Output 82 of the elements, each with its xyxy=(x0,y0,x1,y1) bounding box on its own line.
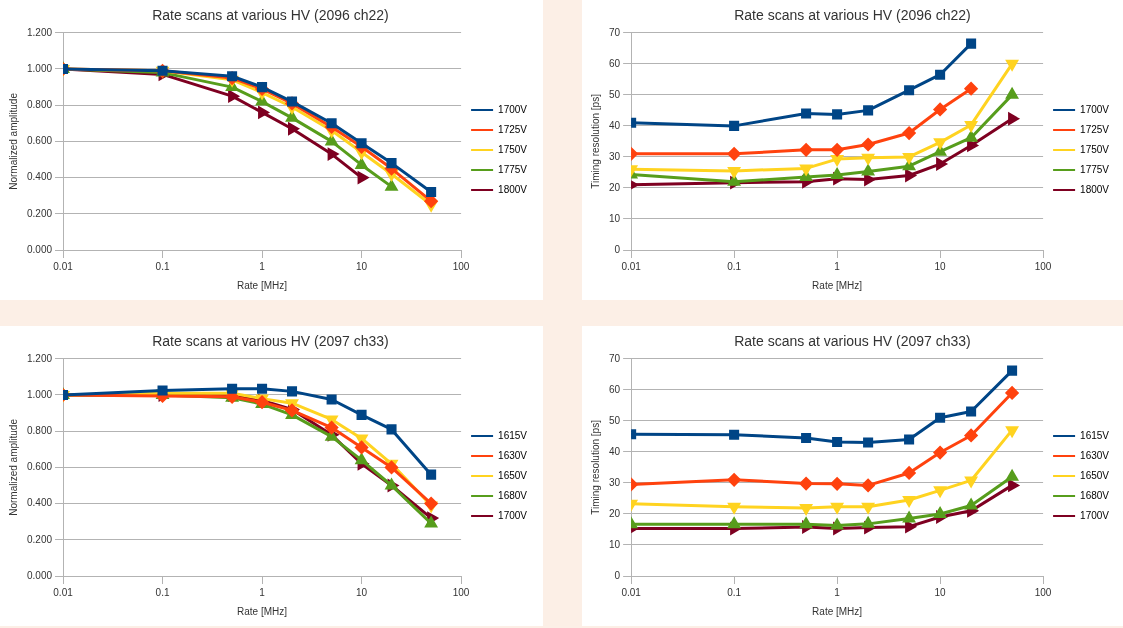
legend-label: 1775V xyxy=(1080,163,1110,175)
y-axis-title: Timing resolution [ps] xyxy=(589,419,601,515)
x-tick-label: 1 xyxy=(259,586,266,598)
legend-label: 1800V xyxy=(1080,183,1110,195)
x-tick-label: 100 xyxy=(452,586,470,598)
y-tick-label: 0 xyxy=(614,569,621,581)
chart-title: Rate scans at various HV (2097 ch33) xyxy=(152,333,389,350)
y-tick-label: 0.600 xyxy=(26,135,53,147)
legend-label: 1700V xyxy=(498,509,528,521)
x-tick-label: 1 xyxy=(834,260,841,272)
x-tick-label: 100 xyxy=(1034,586,1052,598)
legend-label: 1680V xyxy=(1080,489,1110,501)
legend-label: 1775V xyxy=(498,163,528,175)
x-tick-label: 1 xyxy=(834,586,841,598)
x-tick-label: 0.01 xyxy=(621,260,642,272)
legend-label: 1615V xyxy=(498,429,528,441)
x-tick-label: 100 xyxy=(1034,260,1052,272)
x-tick-label: 0.01 xyxy=(53,586,74,598)
y-tick-label: 70 xyxy=(609,352,621,364)
y-tick-label: 0.000 xyxy=(26,569,53,581)
y-tick-label: 40 xyxy=(609,445,621,457)
x-tick-label: 0.1 xyxy=(155,260,170,272)
x-axis-title: Rate [MHz] xyxy=(812,279,863,291)
legend-label: 1650V xyxy=(1080,469,1110,481)
y-tick-label: 1.200 xyxy=(26,352,53,364)
legend-label: 1725V xyxy=(1080,123,1110,135)
legend-label: 1700V xyxy=(1080,103,1110,115)
y-tick-label: 0.400 xyxy=(26,497,53,509)
x-axis-title: Rate [MHz] xyxy=(237,605,288,617)
y-tick-label: 70 xyxy=(609,26,621,38)
y-tick-label: 0.800 xyxy=(26,424,53,436)
x-tick-label: 0.1 xyxy=(155,586,170,598)
legend-label: 1615V xyxy=(1080,429,1110,441)
legend-label: 1800V xyxy=(498,183,528,195)
y-tick-label: 1.200 xyxy=(26,26,53,38)
legend-label: 1650V xyxy=(498,469,528,481)
y-tick-label: 10 xyxy=(609,538,621,550)
x-axis-title: Rate [MHz] xyxy=(812,605,863,617)
x-tick-label: 100 xyxy=(452,260,470,272)
legend-label: 1750V xyxy=(1080,143,1110,155)
legend-label: 1725V xyxy=(498,123,528,135)
y-tick-label: 0.400 xyxy=(26,171,53,183)
y-tick-label: 0.000 xyxy=(26,243,53,255)
x-tick-label: 0.1 xyxy=(727,586,742,598)
y-tick-label: 20 xyxy=(609,507,621,519)
y-axis-title: Normalized amplitude xyxy=(7,92,19,190)
y-tick-label: 50 xyxy=(609,414,621,426)
x-axis-title: Rate [MHz] xyxy=(237,279,288,291)
y-tick-label: 40 xyxy=(609,119,621,131)
x-tick-label: 10 xyxy=(934,586,947,598)
legend-label: 1630V xyxy=(498,449,528,461)
x-tick-label: 0.01 xyxy=(621,586,642,598)
x-tick-label: 10 xyxy=(934,260,947,272)
legend-label: 1750V xyxy=(498,143,528,155)
y-tick-label: 1.000 xyxy=(26,388,53,400)
y-tick-label: 30 xyxy=(609,150,621,162)
y-tick-label: 0.600 xyxy=(26,461,53,473)
y-tick-label: 60 xyxy=(609,57,621,69)
y-tick-label: 50 xyxy=(609,88,621,100)
y-tick-label: 0.200 xyxy=(26,207,53,219)
y-tick-label: 10 xyxy=(609,212,621,224)
x-tick-label: 0.1 xyxy=(727,260,742,272)
x-tick-label: 0.01 xyxy=(53,260,74,272)
chart-title: Rate scans at various HV (2097 ch33) xyxy=(734,333,971,350)
y-tick-label: 60 xyxy=(609,383,621,395)
y-tick-label: 0 xyxy=(614,243,621,255)
y-axis-title: Normalized amplitude xyxy=(7,418,19,516)
x-tick-label: 10 xyxy=(356,260,368,272)
y-axis-title: Timing resolution [ps] xyxy=(589,93,601,189)
chart-title: Rate scans at various HV (2096 ch22) xyxy=(734,7,971,24)
y-tick-label: 0.800 xyxy=(26,98,53,110)
y-tick-label: 0.200 xyxy=(26,533,53,545)
legend-label: 1700V xyxy=(1080,509,1110,521)
y-tick-label: 1.000 xyxy=(26,62,53,74)
y-tick-label: 30 xyxy=(609,476,621,488)
y-tick-label: 20 xyxy=(609,181,621,193)
x-tick-label: 1 xyxy=(259,260,266,272)
legend-label: 1700V xyxy=(498,103,528,115)
x-tick-label: 10 xyxy=(356,586,368,598)
chart-title: Rate scans at various HV (2096 ch22) xyxy=(152,7,389,24)
legend-label: 1680V xyxy=(498,489,528,501)
legend-label: 1630V xyxy=(1080,449,1110,461)
